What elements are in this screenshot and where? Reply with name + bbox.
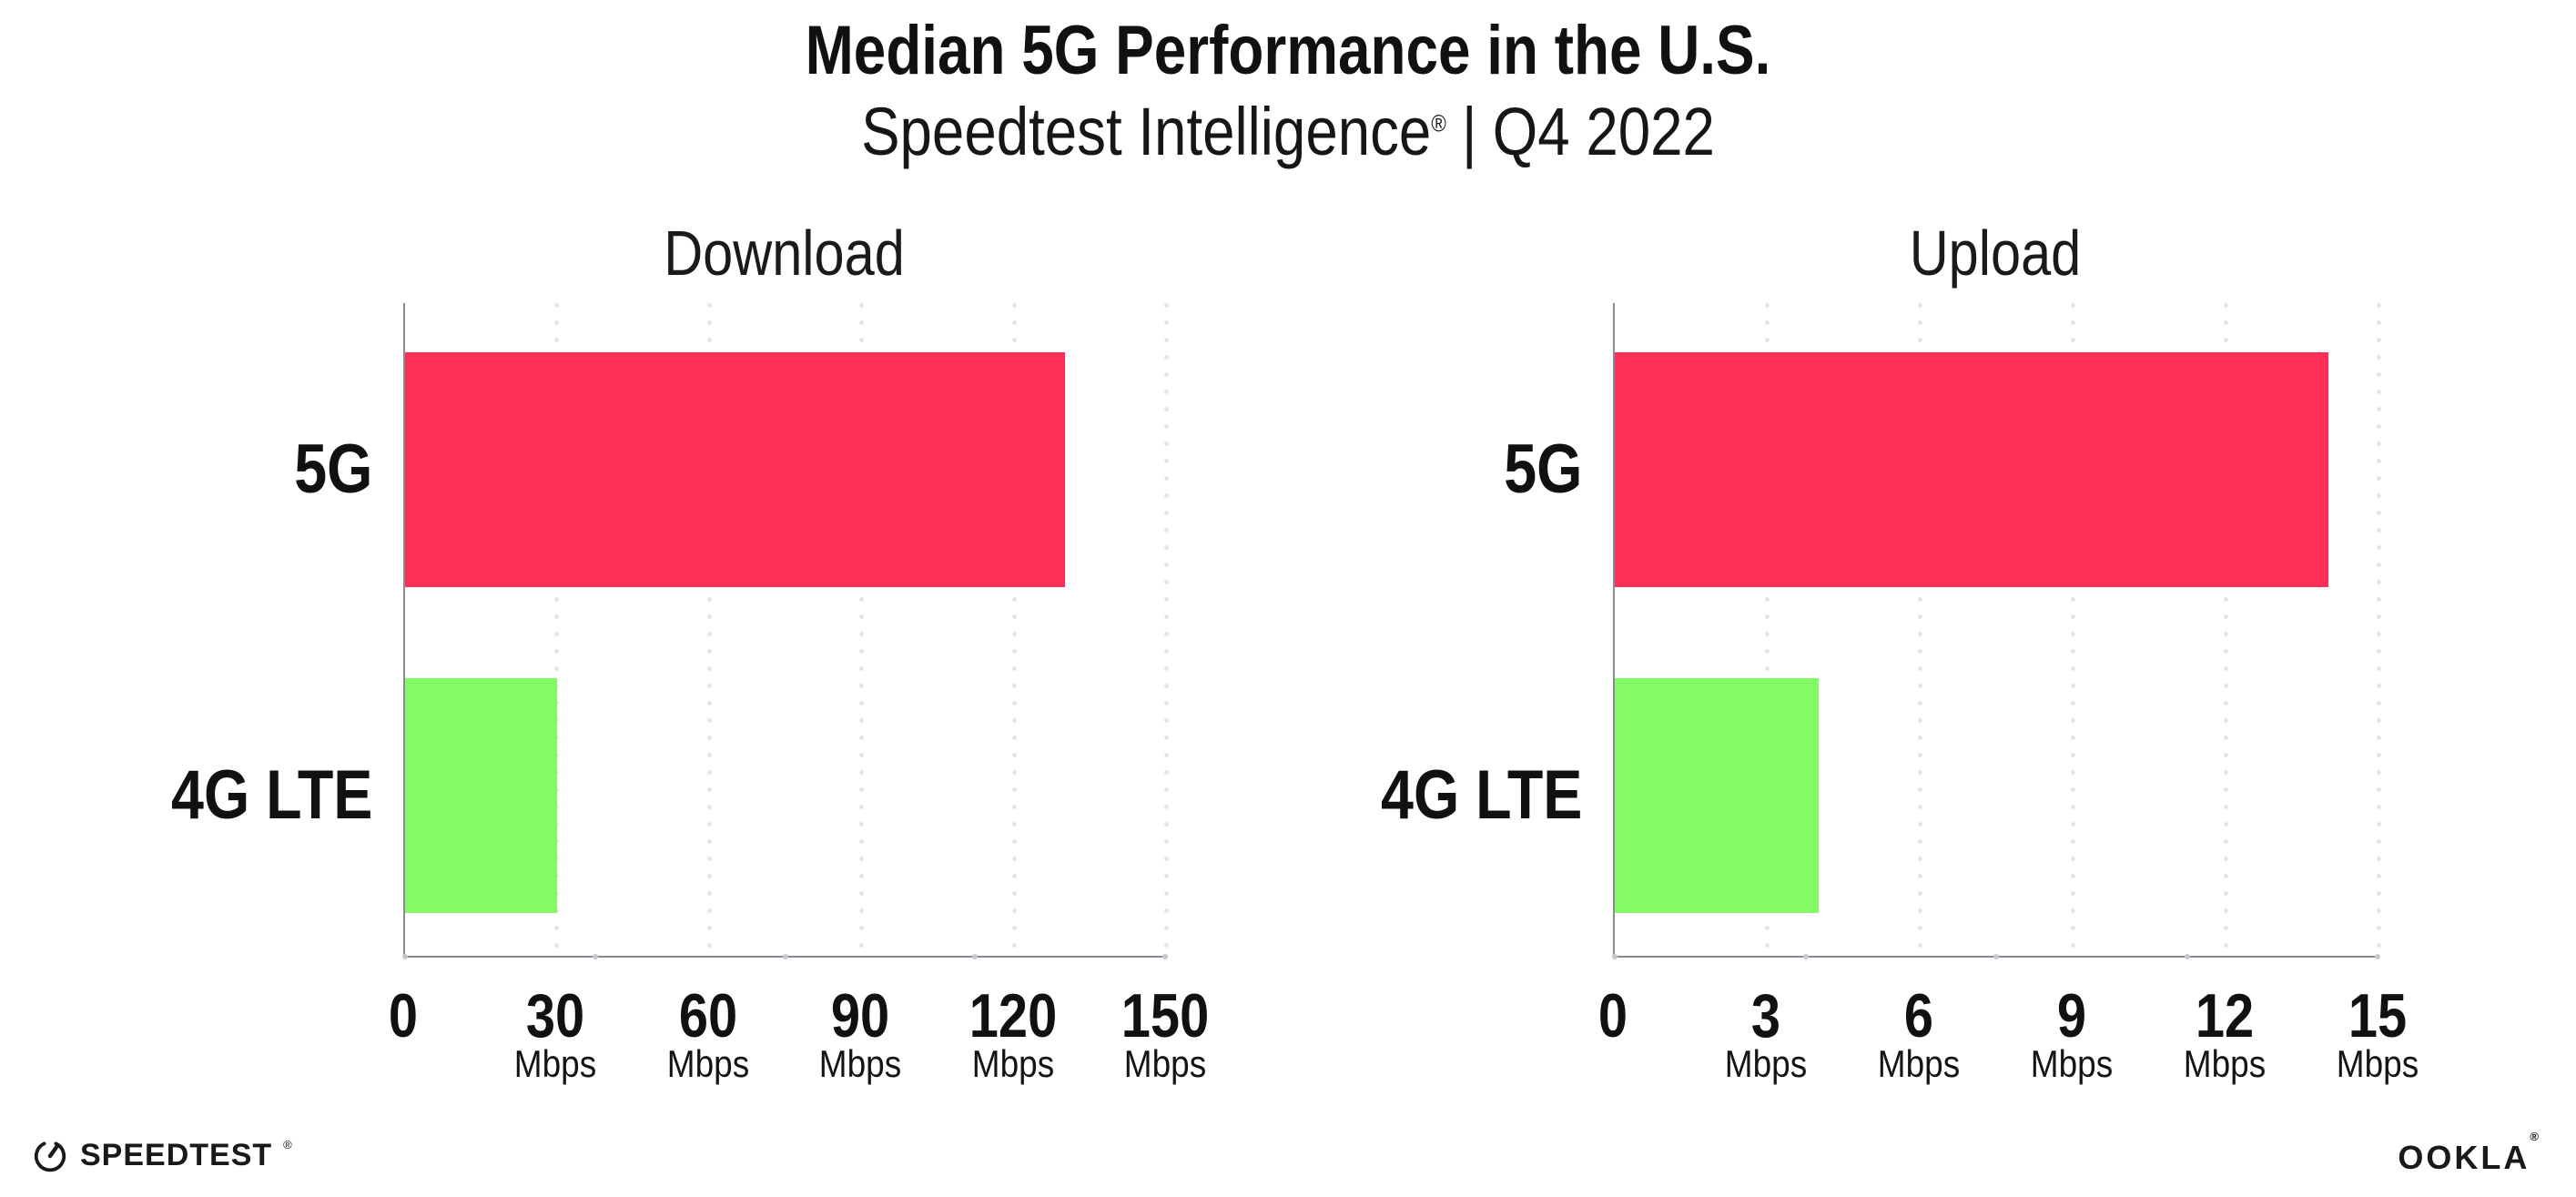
vertical-gridline [2377, 303, 2381, 956]
upload-category-label-4g-lte: 4G LTE [1380, 756, 1582, 834]
subtitle-brand: Speedtest Intelligence [861, 94, 1432, 169]
axis-tick-dot [782, 954, 788, 959]
chart-title-upload: Upload [1909, 218, 2082, 289]
download-x-tick-unit-60: Mbps [666, 1042, 750, 1085]
chart-title-download: Download [664, 218, 905, 289]
chart-main-title: Median 5G Performance in the U.S. [805, 12, 1771, 89]
download-x-tick-150: 150 [1121, 981, 1210, 1050]
axis-tick-dot [1162, 954, 1168, 959]
upload-plot-area [1612, 303, 2381, 959]
vertical-gridline [554, 303, 559, 956]
axis-tick-dot [1993, 954, 1999, 959]
vertical-gridline [707, 303, 712, 956]
axis-tick-dot [972, 954, 979, 959]
vertical-gridline [2071, 303, 2075, 956]
vertical-gridline [1918, 303, 1922, 956]
download-x-tick-30: 30 [525, 981, 585, 1050]
axis-tick-dot [2375, 954, 2380, 959]
download-plot-area [402, 303, 1169, 959]
upload-x-tick-unit-9: Mbps [2030, 1042, 2114, 1085]
upload-x-tick-9: 9 [2056, 981, 2087, 1050]
speedtest-logo: SPEEDTEST ® [31, 1136, 292, 1174]
upload-category-label-5g: 5G [1503, 431, 1582, 508]
download-category-label-5g: 5G [293, 431, 372, 508]
ookla-logo: OOKLA ® [2398, 1131, 2541, 1176]
download-x-tick-unit-30: Mbps [513, 1042, 597, 1085]
download-x-tick-90: 90 [830, 981, 890, 1050]
axis-tick-dot [1612, 954, 1618, 959]
vertical-gridline [1012, 303, 1017, 956]
vertical-gridline [859, 303, 864, 956]
download-x-tick-unit-90: Mbps [818, 1042, 902, 1085]
speedtest-gauge-icon [34, 1141, 66, 1172]
vertical-gridline [2224, 303, 2228, 956]
upload-x-tick-15: 15 [2348, 981, 2408, 1050]
axis-tick-dot [2184, 954, 2190, 959]
upload-x-tick-unit-3: Mbps [1724, 1042, 1808, 1085]
upload-x-tick-12: 12 [2195, 981, 2255, 1050]
vertical-gridline [1765, 303, 1770, 956]
speedtest-registered-mark: ® [283, 1137, 292, 1151]
bar-download-4g-lte [405, 678, 557, 913]
bar-upload-5g [1615, 352, 2328, 587]
download-x-tick-unit-150: Mbps [1123, 1042, 1207, 1085]
chart-subtitle: Speedtest Intelligence® | Q4 2022 [180, 93, 2396, 170]
upload-x-tick-unit-15: Mbps [2336, 1042, 2419, 1085]
download-category-label-4g-lte: 4G LTE [170, 756, 372, 834]
axis-tick-dot [592, 954, 598, 959]
upload-x-tick-0: 0 [1597, 981, 1628, 1050]
download-x-tick-0: 0 [388, 981, 419, 1050]
axis-tick-dot [402, 954, 408, 959]
subtitle-separator: | [1462, 94, 1477, 169]
bar-upload-4g-lte [1615, 678, 1819, 913]
upload-x-tick-6: 6 [1903, 981, 1934, 1050]
registered-trademark-symbol: ® [1431, 109, 1446, 137]
speedtest-logo-text: SPEEDTEST [80, 1138, 273, 1172]
download-x-tick-unit-120: Mbps [971, 1042, 1055, 1085]
upload-x-tick-unit-12: Mbps [2183, 1042, 2267, 1085]
subtitle-period: Q4 2022 [1492, 94, 1715, 169]
bar-download-5g [405, 352, 1065, 587]
axis-tick-dot [1802, 954, 1809, 959]
ookla-logo-text: OOKLA [2398, 1139, 2530, 1176]
vertical-gridline [1164, 303, 1169, 956]
upload-x-tick-3: 3 [1750, 981, 1781, 1050]
download-x-tick-60: 60 [678, 981, 738, 1050]
download-x-tick-120: 120 [969, 981, 1058, 1050]
upload-x-tick-unit-6: Mbps [1877, 1042, 1961, 1085]
ookla-registered-mark: ® [2530, 1130, 2541, 1143]
